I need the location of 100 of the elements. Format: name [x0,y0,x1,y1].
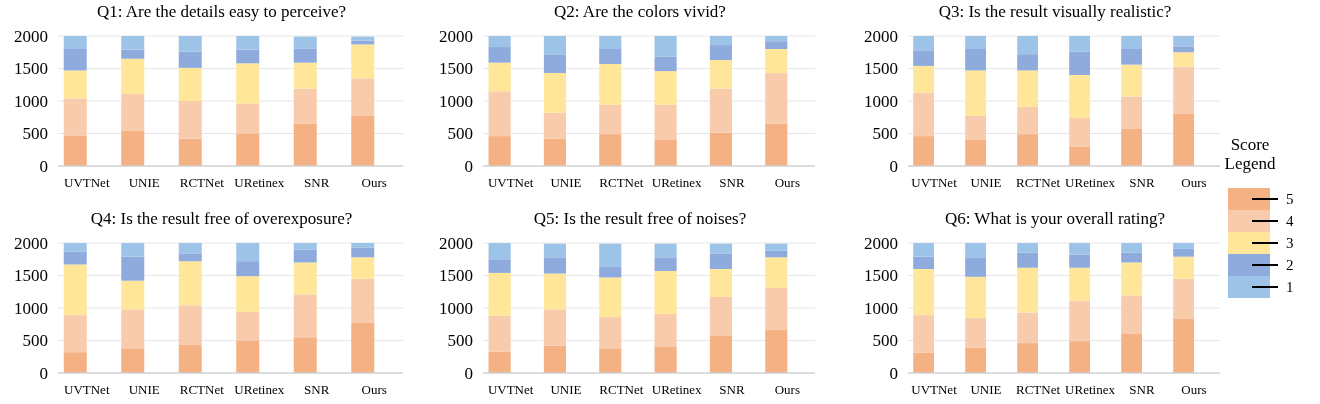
x-tick-label: URetinex [1065,382,1116,397]
bar [1017,36,1038,55]
bar [599,243,622,268]
bar [1069,51,1090,75]
bar [236,340,260,373]
x-tick-label: SNR [719,382,745,397]
bar [543,138,566,166]
bar [293,123,317,166]
bar [1173,52,1194,67]
bar [1121,96,1142,129]
bar [965,115,986,140]
y-tick-label: 1000 [439,298,473,318]
bar [913,352,934,373]
bar [654,36,677,57]
x-tick-label: SNR [1129,382,1155,397]
bar [488,259,511,273]
bar [121,49,145,59]
x-tick-label: UNIE [970,382,1002,397]
bar [236,49,260,64]
legend-label: 1 [1286,279,1294,296]
bar [1069,146,1090,166]
x-tick-label: UNIE [970,175,1002,190]
bar [654,257,677,271]
chart-title: Q1: Are the details easy to perceive? [96,2,347,21]
bar [1121,49,1142,65]
bar [965,317,986,348]
bar [1121,243,1142,253]
y-tick-label: 2000 [14,233,48,253]
y-tick-label: 500 [872,331,898,351]
y-tick-label: 1000 [439,91,473,111]
bar [121,93,145,131]
bar [1121,128,1142,166]
bar [1121,295,1142,334]
bar [121,58,145,94]
x-tick-label: UVTNet [487,382,534,397]
y-tick-label: 1500 [439,59,473,79]
bar [63,135,87,166]
bar [654,313,677,347]
x-tick-label: RCTNet [599,382,644,397]
bar [599,348,622,373]
x-tick-label: SNR [1129,175,1155,190]
x-tick-label: Ours [774,382,800,397]
bar [709,269,732,297]
x-tick-label: URetinex [651,175,703,190]
bar [178,51,202,68]
bar [121,280,145,310]
bar [351,78,375,116]
x-tick-label: SNR [304,175,330,190]
y-tick-label: 0 [889,363,898,383]
chart-title: Q3: Is the result visually realistic? [938,2,1172,21]
x-tick-label: UNIE [128,382,160,397]
bar [351,278,375,323]
bar [913,36,934,51]
bar [1017,134,1038,166]
bar [1069,75,1090,118]
x-tick-label: RCTNet [599,175,644,190]
bar [63,264,87,316]
bar [709,45,732,61]
y-tick-label: 2000 [439,26,473,46]
y-tick-label: 0 [39,156,48,176]
bar [654,71,677,105]
bar [709,335,732,373]
bar [765,41,788,49]
bar [709,253,732,269]
bar [63,98,87,136]
bar [63,251,87,265]
y-tick-label: 0 [464,156,473,176]
bar [1173,243,1194,249]
x-tick-label: Ours [361,175,387,190]
bar [1017,54,1038,71]
x-tick-label: URetinex [234,382,285,397]
y-tick-label: 1500 [864,266,898,286]
bar [965,70,986,116]
legend-label: 3 [1286,235,1294,252]
bar [293,294,317,338]
bar [63,49,87,71]
bar [1017,252,1038,268]
bar [654,104,677,140]
x-tick-label: Ours [1181,382,1207,397]
bar [765,287,788,330]
bar [543,112,566,139]
legend-label: 5 [1286,191,1294,208]
y-tick-label: 2000 [14,26,48,46]
bar [488,91,511,137]
bar [654,140,677,166]
bar [1069,341,1090,373]
bar [654,243,677,258]
bar [63,70,87,99]
bar [293,262,317,295]
bar [63,352,87,373]
bar [1121,252,1142,263]
bar [63,243,87,252]
bar [293,88,317,124]
bar [1173,66,1194,114]
y-tick-label: 1000 [14,91,48,111]
bar [178,305,202,345]
y-tick-label: 2000 [864,233,898,253]
y-tick-label: 500 [447,331,473,351]
bar [178,243,202,254]
y-tick-label: 0 [39,363,48,383]
